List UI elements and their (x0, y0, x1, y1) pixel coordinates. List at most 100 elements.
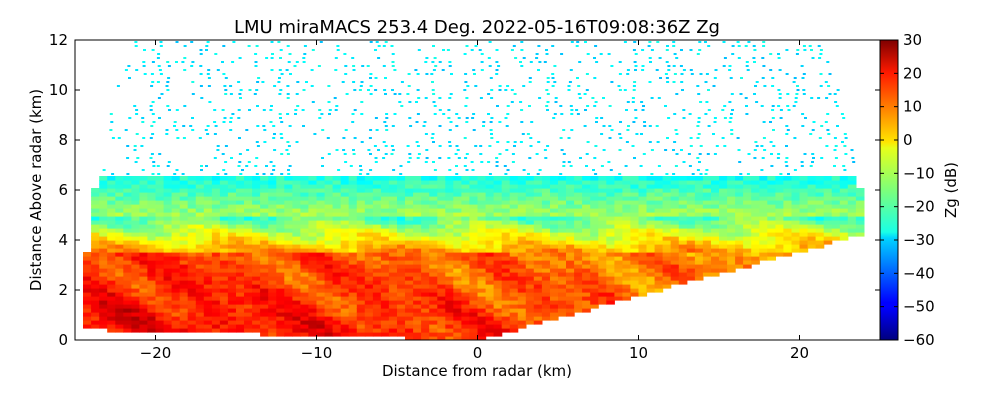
reflectivity-cell (195, 328, 205, 333)
reflectivity-cell (284, 244, 293, 249)
reflectivity-cell (276, 272, 285, 277)
reflectivity-cell (91, 300, 100, 305)
reflectivity-cell (268, 200, 277, 205)
reflectivity-cell (397, 184, 406, 189)
noise-gate (754, 141, 758, 143)
noise-gate (664, 149, 668, 151)
noise-gate (157, 53, 161, 55)
reflectivity-cell (179, 204, 189, 209)
reflectivity-cell (582, 232, 591, 237)
noise-gate (551, 77, 555, 79)
reflectivity-cell (227, 216, 237, 221)
reflectivity-cell (823, 204, 833, 209)
reflectivity-cell (711, 220, 720, 225)
reflectivity-cell (493, 248, 503, 253)
reflectivity-cell (356, 300, 366, 305)
reflectivity-cell (630, 292, 640, 297)
noise-gate (618, 149, 622, 151)
reflectivity-cell (678, 228, 688, 233)
reflectivity-cell (203, 220, 213, 225)
reflectivity-cell (469, 284, 479, 289)
reflectivity-cell (541, 224, 551, 229)
reflectivity-cell (284, 272, 293, 277)
reflectivity-cell (91, 192, 100, 197)
reflectivity-cell (332, 260, 342, 265)
reflectivity-cell (638, 196, 648, 201)
reflectivity-cell (163, 204, 173, 209)
reflectivity-cell (622, 296, 631, 301)
noise-gate (610, 81, 614, 83)
reflectivity-cell (461, 316, 471, 321)
reflectivity-cell (614, 280, 624, 285)
noise-gate (771, 85, 775, 87)
reflectivity-cell (646, 192, 656, 197)
reflectivity-cell (429, 264, 438, 269)
reflectivity-cell (461, 192, 471, 197)
noise-gate (744, 97, 748, 99)
reflectivity-cell (453, 208, 462, 213)
reflectivity-cell (847, 180, 857, 185)
reflectivity-cell (662, 264, 672, 269)
reflectivity-cell (445, 248, 454, 253)
noise-gate (191, 81, 195, 83)
reflectivity-cell (501, 176, 511, 181)
reflectivity-cell (332, 288, 342, 293)
reflectivity-cell (686, 220, 696, 225)
reflectivity-cell (541, 248, 551, 253)
reflectivity-cell (719, 176, 728, 181)
reflectivity-cell (654, 176, 664, 181)
reflectivity-cell (380, 276, 390, 281)
reflectivity-cell (646, 252, 656, 257)
reflectivity-cell (727, 220, 736, 225)
reflectivity-cell (743, 248, 752, 253)
reflectivity-cell (485, 280, 495, 285)
reflectivity-cell (493, 232, 503, 237)
reflectivity-cell (324, 284, 334, 289)
noise-gate (160, 93, 164, 95)
reflectivity-cell (163, 280, 173, 285)
noise-gate (658, 57, 662, 59)
reflectivity-cell (171, 236, 181, 241)
reflectivity-cell (574, 304, 583, 309)
reflectivity-cell (284, 200, 293, 205)
reflectivity-cell (550, 224, 559, 229)
reflectivity-cell (340, 196, 350, 201)
reflectivity-cell (380, 308, 390, 313)
reflectivity-cell (147, 272, 157, 277)
reflectivity-cell (678, 192, 688, 197)
reflectivity-cell (533, 220, 543, 225)
reflectivity-cell (219, 240, 229, 245)
reflectivity-cell (332, 248, 342, 253)
reflectivity-cell (686, 224, 696, 229)
reflectivity-cell (292, 280, 302, 285)
reflectivity-cell (155, 312, 165, 317)
reflectivity-cell (252, 280, 261, 285)
noise-gate (592, 169, 595, 171)
reflectivity-cell (380, 316, 390, 321)
reflectivity-cell (123, 216, 132, 221)
noise-gate (270, 173, 274, 175)
reflectivity-cell (324, 320, 334, 325)
reflectivity-cell (533, 272, 543, 277)
reflectivity-cell (670, 192, 680, 197)
reflectivity-cell (485, 332, 495, 337)
reflectivity-cell (380, 208, 390, 213)
reflectivity-cell (767, 192, 776, 197)
noise-gate (470, 49, 474, 51)
reflectivity-cell (590, 252, 599, 257)
reflectivity-cell (308, 176, 318, 181)
reflectivity-cell (413, 200, 422, 205)
noise-gate (335, 105, 339, 107)
reflectivity-cell (187, 260, 197, 265)
reflectivity-cell (727, 212, 736, 217)
reflectivity-cell (123, 252, 132, 257)
reflectivity-cell (388, 196, 398, 201)
noise-gate (578, 97, 582, 99)
reflectivity-cell (372, 260, 382, 265)
noise-gate (311, 49, 315, 51)
reflectivity-cell (525, 288, 535, 293)
reflectivity-cell (380, 220, 390, 225)
reflectivity-cell (453, 316, 462, 321)
reflectivity-cell (646, 284, 656, 289)
reflectivity-cell (107, 288, 116, 293)
